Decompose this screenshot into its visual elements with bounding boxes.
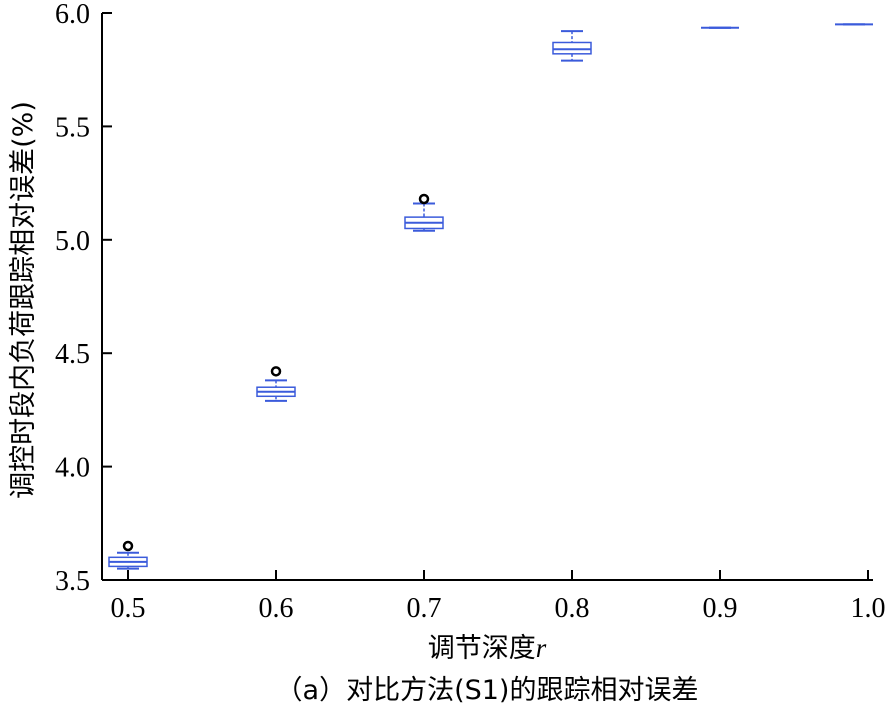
- y-tick-label: 4.0: [55, 453, 90, 484]
- box-iqr: [552, 41, 592, 55]
- box-item: [552, 30, 592, 62]
- box-outlier: [270, 366, 282, 377]
- axes: [101, 13, 873, 581]
- y-tick-label: 4.5: [55, 339, 90, 370]
- y-axis-ticks: 3.5 4.0 4.5 5.0 5.5 6.0: [55, 0, 112, 597]
- box-outlier: [122, 540, 134, 552]
- box-item: [404, 193, 444, 232]
- x-axis-label: 调节深度r: [428, 633, 547, 664]
- x-tick-label: 0.5: [111, 593, 146, 624]
- y-tick-label: 5.5: [55, 112, 90, 143]
- x-tick-label: 0.7: [407, 593, 442, 624]
- x-tick-label: 0.8: [555, 593, 590, 624]
- figure-caption: （a）对比方法(S1)的跟踪相对误差: [276, 675, 699, 706]
- box-series: [108, 23, 873, 570]
- y-tick-label: 3.5: [55, 566, 90, 597]
- y-axis-label: 调控时段内负荷跟踪相对误差(%): [8, 101, 39, 499]
- x-tick-label: 0.9: [703, 593, 738, 624]
- x-axis-ticks: 0.5 0.6 0.7 0.8 0.9 1.0: [111, 570, 886, 624]
- x-tick-label: 1.0: [851, 593, 886, 624]
- x-axis-label-text: 调节深度: [428, 633, 536, 664]
- box-item: [108, 540, 148, 570]
- box-item: [256, 366, 296, 402]
- y-tick-label: 6.0: [55, 0, 90, 30]
- y-tick-label: 5.0: [55, 226, 90, 257]
- box-outlier: [418, 193, 430, 205]
- x-tick-label: 0.6: [259, 593, 294, 624]
- x-axis-label-variable: r: [536, 633, 547, 663]
